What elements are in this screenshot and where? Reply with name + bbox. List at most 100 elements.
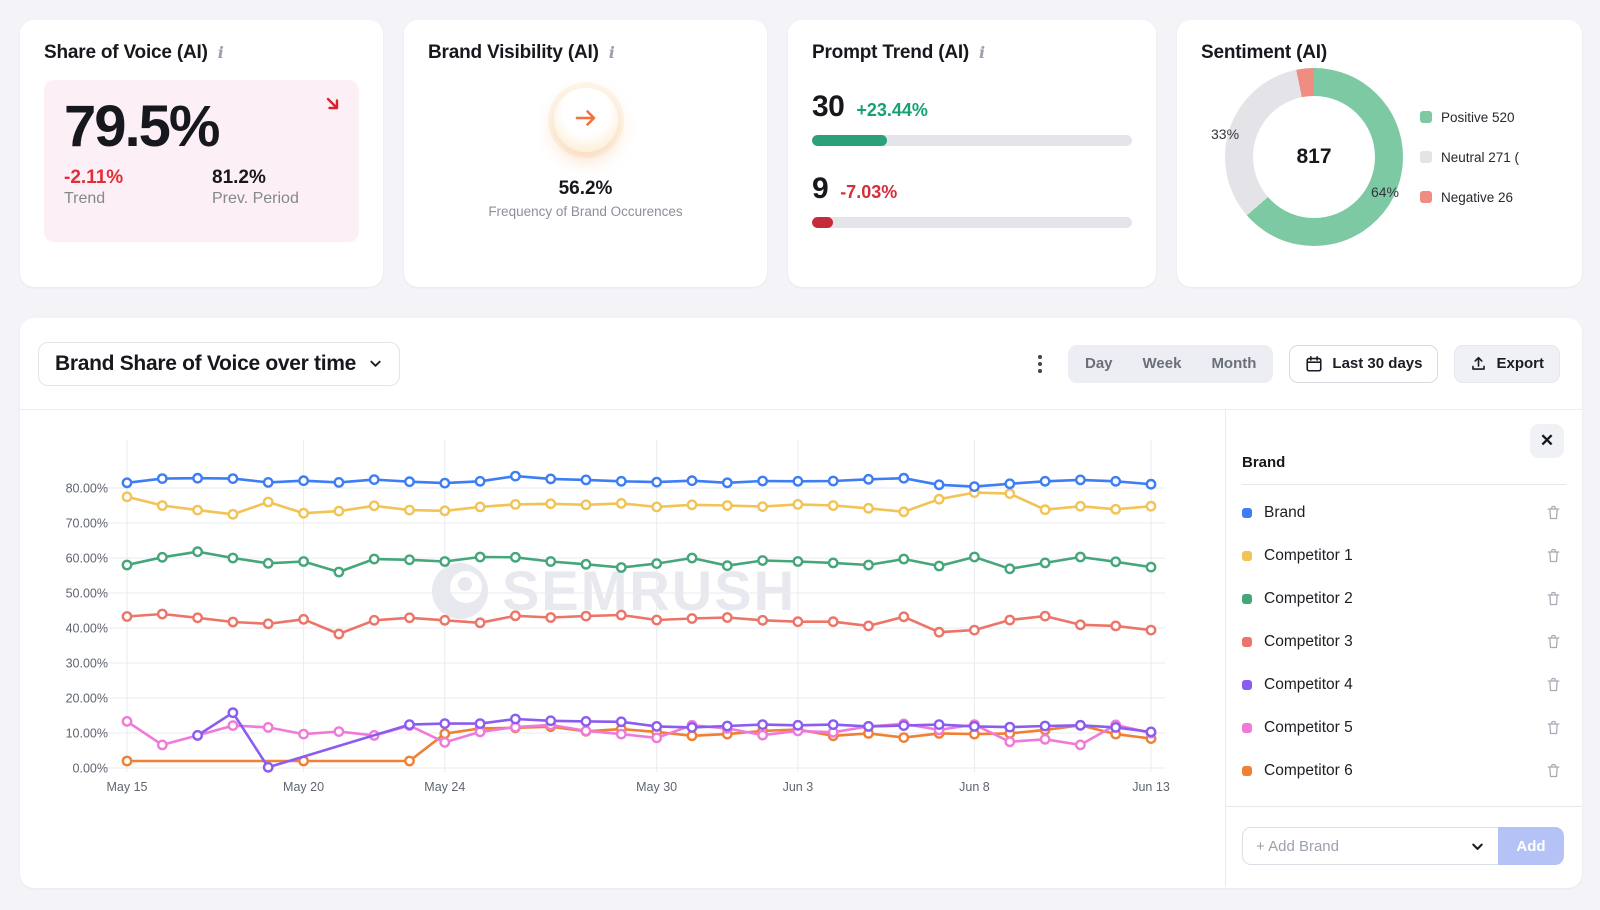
data-point[interactable] [1004,721,1016,733]
data-point[interactable] [863,620,874,632]
data-point[interactable] [615,475,627,487]
toggle-day[interactable]: Day [1084,355,1113,372]
data-point[interactable] [545,715,557,727]
data-point[interactable] [192,546,204,558]
data-point[interactable] [156,551,168,563]
data-point[interactable] [474,501,486,513]
data-point[interactable] [933,479,945,491]
data-point[interactable] [1004,478,1016,490]
data-point[interactable] [757,614,768,626]
info-icon[interactable]: i [979,43,986,62]
data-point[interactable] [580,610,592,622]
data-point[interactable] [262,477,274,488]
delete-brand-icon[interactable] [1543,717,1564,738]
data-point[interactable] [404,719,415,730]
data-point[interactable] [827,475,839,487]
data-point[interactable] [757,501,768,513]
data-point[interactable] [580,499,592,511]
data-point[interactable] [721,720,733,732]
data-point[interactable] [898,611,910,623]
data-point[interactable] [1075,619,1086,631]
data-point[interactable] [545,498,557,510]
data-point[interactable] [474,551,486,563]
data-point[interactable] [333,726,345,737]
data-point[interactable] [827,719,839,730]
data-point[interactable] [1004,614,1016,626]
data-point[interactable] [404,476,415,488]
data-point[interactable] [615,609,627,621]
data-point[interactable] [969,551,980,563]
data-point[interactable] [192,612,204,624]
delete-brand-icon[interactable] [1543,588,1564,609]
data-point[interactable] [545,556,557,567]
data-point[interactable] [933,719,945,730]
data-point[interactable] [933,626,945,638]
data-point[interactable] [121,715,133,727]
data-point[interactable] [757,729,768,741]
export-button[interactable]: Export [1454,344,1560,383]
data-point[interactable] [721,500,733,511]
data-point[interactable] [545,473,557,485]
data-point[interactable] [863,502,874,514]
data-point[interactable] [792,475,804,487]
data-point[interactable] [615,498,627,509]
data-point[interactable] [509,713,521,725]
data-point[interactable] [827,500,839,511]
data-point[interactable] [792,499,804,510]
data-point[interactable] [368,474,380,486]
data-point[interactable] [651,558,663,570]
data-point[interactable] [686,475,698,487]
data-point[interactable] [1039,475,1051,487]
data-point[interactable] [933,560,945,572]
add-brand-button[interactable]: Add [1498,827,1564,865]
data-point[interactable] [404,612,415,624]
data-point[interactable] [1004,488,1016,500]
data-point[interactable] [898,506,910,518]
data-point[interactable] [368,500,380,512]
data-point[interactable] [615,716,627,728]
data-point[interactable] [1004,736,1016,748]
data-point[interactable] [651,614,663,626]
data-point[interactable] [262,557,274,569]
data-point[interactable] [298,613,309,625]
data-point[interactable] [474,617,486,629]
data-point[interactable] [686,613,698,624]
data-point[interactable] [192,729,204,741]
data-point[interactable] [580,558,592,570]
data-point[interactable] [333,628,345,640]
data-point[interactable] [757,719,768,730]
data-point[interactable] [1039,720,1051,732]
data-point[interactable] [651,501,663,513]
data-point[interactable] [651,732,663,744]
data-point[interactable] [757,555,768,566]
data-point[interactable] [262,761,274,773]
data-point[interactable] [863,559,874,571]
data-point[interactable] [1145,726,1157,738]
data-point[interactable] [333,505,345,517]
data-point[interactable] [227,616,239,628]
delete-brand-icon[interactable] [1543,631,1564,652]
data-point[interactable] [580,474,592,486]
data-point[interactable] [192,472,204,484]
data-point[interactable] [1110,556,1122,568]
data-point[interactable] [156,608,168,620]
data-point[interactable] [757,475,768,487]
data-point[interactable] [1039,733,1051,745]
add-brand-select[interactable]: + Add Brand [1242,827,1498,865]
data-point[interactable] [298,556,309,567]
data-point[interactable] [721,560,733,572]
data-point[interactable] [898,472,910,484]
close-panel-icon[interactable]: ✕ [1530,424,1564,458]
data-point[interactable] [1145,624,1157,636]
data-point[interactable] [227,707,239,719]
data-point[interactable] [721,477,733,489]
data-point[interactable] [439,728,451,740]
data-point[interactable] [792,719,804,731]
data-point[interactable] [615,562,627,573]
info-icon[interactable]: i [217,43,224,62]
data-point[interactable] [156,473,168,485]
info-icon[interactable]: i [608,43,615,62]
data-point[interactable] [156,739,168,751]
data-point[interactable] [1075,739,1086,751]
data-point[interactable] [1110,503,1122,515]
